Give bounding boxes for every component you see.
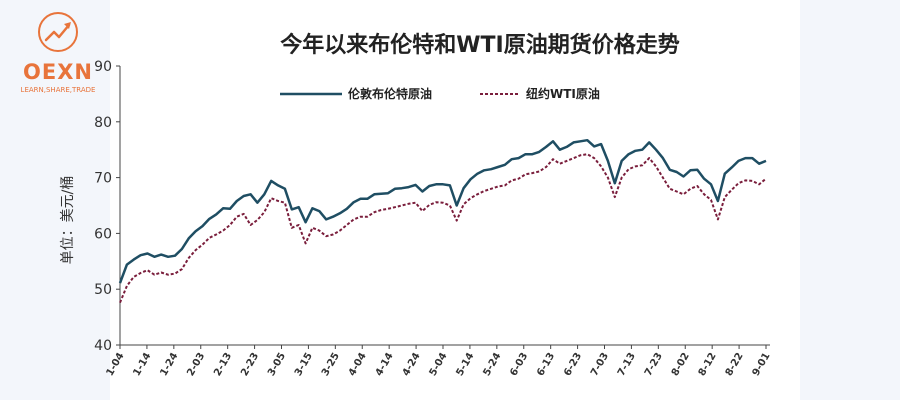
x-tick-label: 8-12 (697, 351, 719, 378)
x-tick-label: 6-13 (535, 351, 557, 378)
x-tick-label: 7-23 (643, 351, 665, 378)
x-tick-label: 4-14 (374, 351, 396, 378)
x-tick-label: 5-14 (454, 351, 476, 378)
x-tick-label: 6-03 (508, 351, 530, 378)
y-tick-label: 60 (94, 226, 112, 242)
x-tick-label: 2-03 (185, 351, 207, 378)
x-tick-label: 7-13 (616, 351, 638, 378)
logo: OEXN LEARN,SHARE,TRADE (8, 8, 108, 98)
series-group (118, 138, 767, 303)
x-tick-label: 1-14 (131, 351, 153, 378)
y-tick-label: 50 (94, 282, 112, 298)
x-tick-label: 2-23 (239, 351, 261, 378)
x-tick-label: 3-25 (320, 351, 342, 378)
x-tick-label: 2-13 (212, 351, 234, 378)
x-tick-label: 3-15 (293, 351, 315, 378)
y-tick-label: 90 (94, 59, 112, 75)
y-tick-label: 70 (94, 171, 112, 187)
legend-label-wti: 纽约WTI原油 (526, 86, 600, 101)
x-tick-label: 7-03 (589, 351, 611, 378)
y-axis-ticks: 40 50 60 70 80 90 (94, 59, 120, 354)
x-tick-label: 8-02 (670, 351, 692, 378)
series-line-brent (118, 138, 767, 284)
x-tick-label: 6-23 (562, 351, 584, 378)
x-tick-label: 3-05 (266, 351, 288, 378)
chart-legend: 伦敦布伦特原油 纽约WTI原油 (280, 86, 600, 101)
x-tick-label: 5-04 (428, 351, 450, 378)
x-tick-label: 8-22 (724, 351, 746, 378)
logo-brand-name: OEXN (23, 60, 93, 84)
x-tick-label: 1-24 (158, 351, 180, 378)
y-tick-label: 80 (94, 115, 112, 131)
x-tick-label: 4-24 (401, 351, 423, 378)
y-axis-label: 单位：美元/桶 (60, 176, 76, 265)
x-tick-label: 5-24 (481, 351, 503, 378)
logo-chart-icon (38, 12, 78, 52)
x-tick-label: 4-04 (347, 351, 369, 378)
logo-tagline: LEARN,SHARE,TRADE (20, 86, 96, 94)
series-line-wti (119, 153, 767, 303)
x-tick-label: 1-04 (105, 351, 127, 378)
chart-title: 今年以来布伦特和WTI原油期货价格走势 (280, 32, 679, 58)
y-tick-label: 40 (94, 338, 112, 354)
legend-label-brent: 伦敦布伦特原油 (348, 86, 432, 101)
x-axis-ticks: 1-04 1-14 1-24 2-03 2-13 2-23 3-05 3-15 3-25 4-04… (105, 345, 773, 378)
x-tick-label: 9-01 (751, 351, 773, 378)
